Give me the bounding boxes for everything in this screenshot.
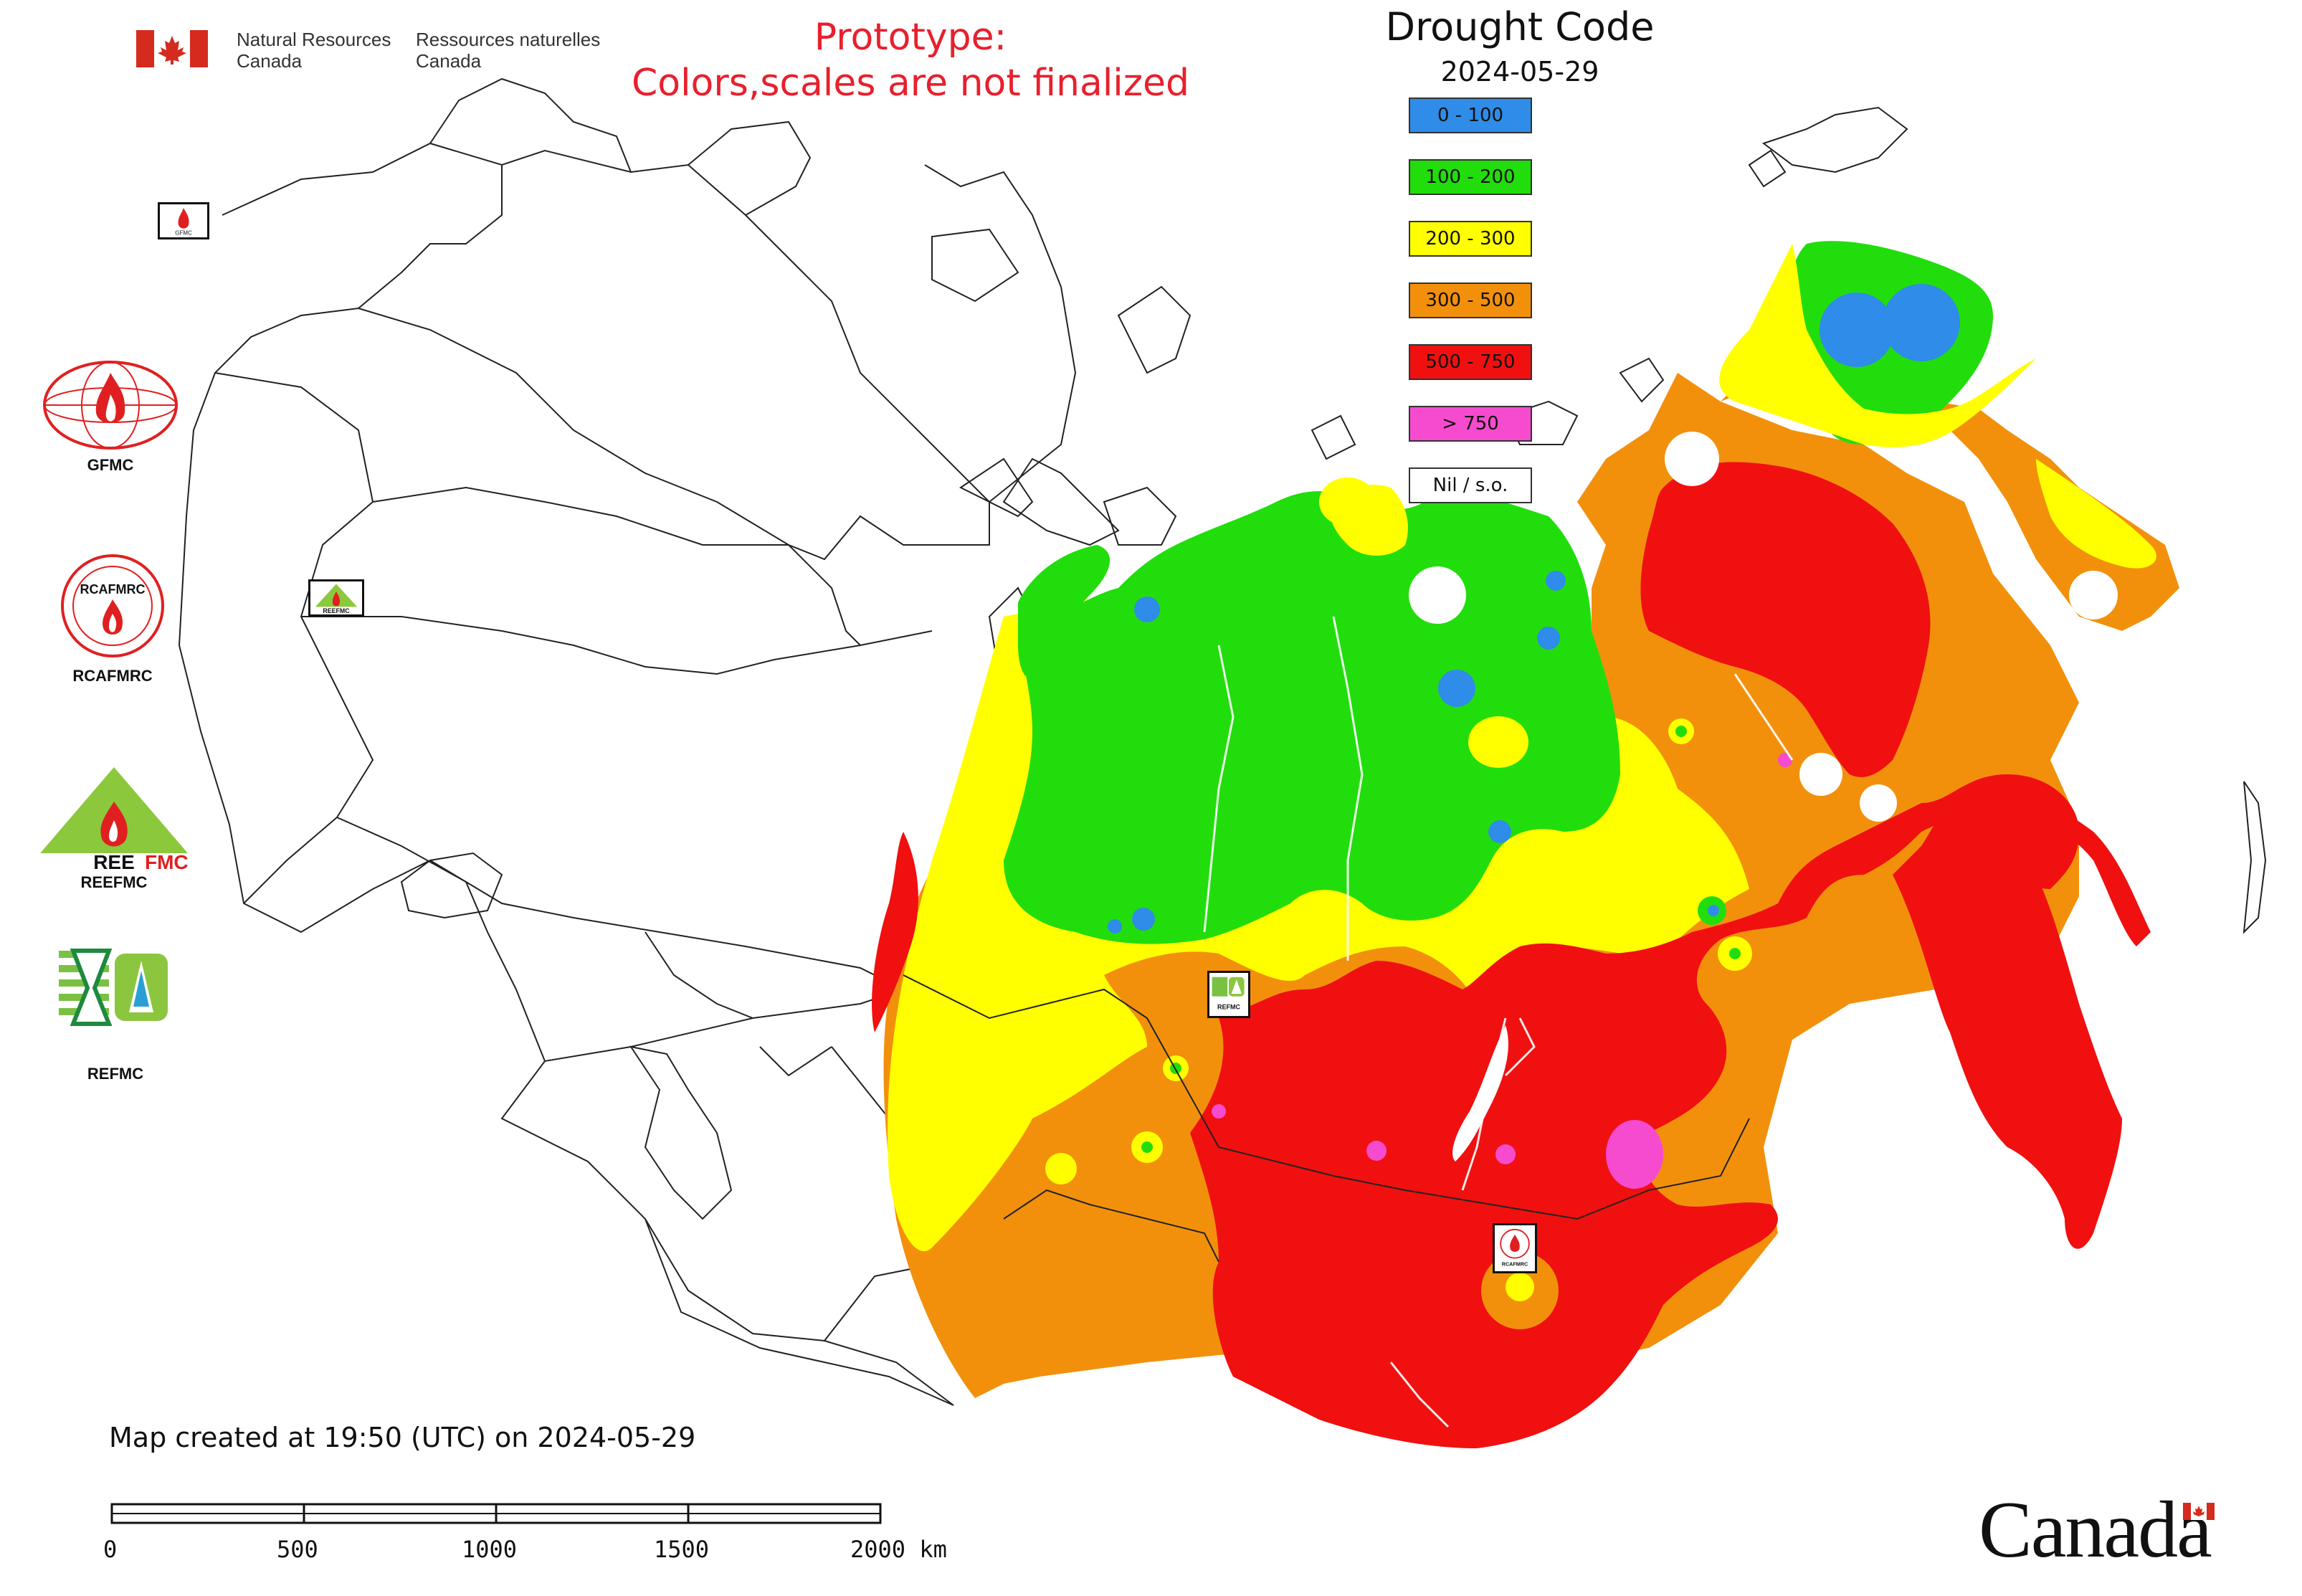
gov-signature-french: Ressources naturelles Canada <box>416 29 600 72</box>
gfmc-label: GFMC <box>87 456 134 474</box>
legend-item-300-500: 300 - 500 <box>1409 282 1532 318</box>
prototype-line2: Colors,scales are not finalized <box>631 62 1190 105</box>
taimyr-yellow <box>1331 485 1408 556</box>
legend-item-500-750: 500 - 750 <box>1409 344 1532 380</box>
gfmc-marker-text: GFMC <box>175 229 192 236</box>
reefmc-marker-text: REEFMC <box>323 607 350 614</box>
reefmc-logo-icon: REE FMC <box>37 767 191 872</box>
legend-date: 2024-05-29 <box>1440 56 1599 87</box>
svg-text:RCAFMRC: RCAFMRC <box>80 582 146 597</box>
region-borders <box>903 974 1750 1263</box>
reefmc-label: REEFMC <box>80 873 148 891</box>
legend-item-nil: Nil / s.o. <box>1409 467 1532 503</box>
refmc-logo-icon <box>59 944 172 1032</box>
legend-item-200-300: 200 - 300 <box>1409 221 1532 257</box>
scale-bar: 0 500 1000 1500 2000 km <box>100 1498 961 1585</box>
rcafmrc-map-marker: RCAFMRC <box>1493 1223 1537 1273</box>
gfmc-logo-icon <box>43 361 178 450</box>
gov-en-line2: Canada <box>237 50 303 72</box>
legend-item-gt-750: > 750 <box>1409 406 1532 442</box>
scale-label-500: 500 <box>277 1536 318 1563</box>
scale-label-2000: 2000 km <box>850 1536 947 1563</box>
rcafmrc-marker-text: RCAFMRC <box>1502 1260 1528 1267</box>
reefmc-map-marker: REEFMC <box>308 579 364 617</box>
legend-title: Drought Code <box>1385 4 1655 49</box>
canada-wordmark-flag-icon <box>2183 1503 2215 1520</box>
gfmc-map-marker: GFMC <box>158 202 209 239</box>
novaya-zemlya <box>1018 545 1110 679</box>
prototype-line1: Prototype: <box>814 16 1007 59</box>
svg-text:REE: REE <box>93 851 135 872</box>
legend-item-0-100: 0 - 100 <box>1409 98 1532 133</box>
refmc-marker-icon: REFMC <box>1212 977 1245 1011</box>
refmc-label: REFMC <box>87 1065 144 1083</box>
gov-fr-line1: Ressources naturelles <box>416 29 601 50</box>
scale-bar-graphic <box>110 1503 882 1524</box>
gov-signature-english: Natural Resources Canada <box>237 29 391 72</box>
lake-baikal <box>1452 1025 1508 1162</box>
refmc-marker-text: REFMC <box>1217 1004 1240 1011</box>
map-created-timestamp: Map created at 19:50 (UTC) on 2024-05-29 <box>109 1422 696 1453</box>
rcafmrc-logo-icon: RCAFMRC <box>61 554 164 657</box>
legend-item-100-200: 100 - 200 <box>1409 159 1532 195</box>
canada-wordmark: Canada <box>1979 1486 2212 1574</box>
gfmc-marker-icon: GFMC <box>175 208 192 236</box>
canada-flag-icon <box>136 30 208 67</box>
drought-region <box>872 241 2179 1448</box>
gov-fr-line2: Canada <box>416 50 482 72</box>
rcafmrc-label: RCAFMRC <box>72 667 153 685</box>
arctic-islands <box>1311 106 2267 934</box>
prototype-notice: Prototype: Colors,scales are not finaliz… <box>624 14 1197 106</box>
reefmc-marker-icon: REEFMC <box>315 584 358 614</box>
scale-label-0: 0 <box>103 1536 118 1563</box>
refmc-map-marker: REFMC <box>1207 971 1250 1018</box>
scale-label-1000: 1000 <box>462 1536 518 1563</box>
svg-text:FMC: FMC <box>145 851 189 872</box>
gov-en-line1: Natural Resources <box>237 29 391 50</box>
scale-label-1500: 1500 <box>654 1536 710 1563</box>
rcafmrc-marker-icon: RCAFMRC <box>1500 1228 1530 1267</box>
